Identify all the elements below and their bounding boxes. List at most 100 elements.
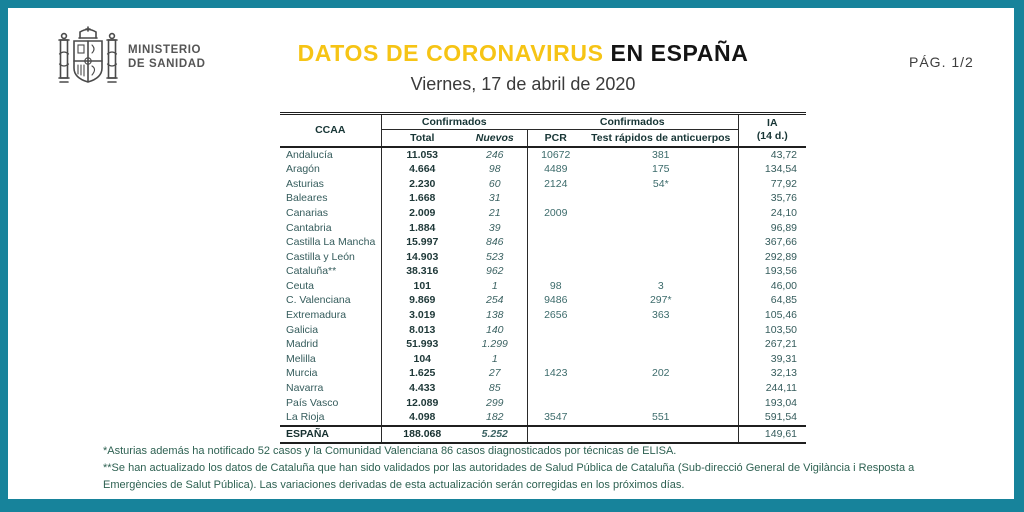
header-test-rapidos: Test rápidos de anticuerpos (584, 129, 739, 148)
total-row-total: 188.068 (381, 424, 463, 443)
ccaa-cell: Extremadura (280, 308, 382, 323)
table-row: Baleares 1.668 31 35,76 (280, 191, 807, 206)
ccaa-cell: Andalucía (280, 146, 382, 163)
pcr-cell: 3547 (526, 410, 585, 426)
table-row: Cataluña** 38.316 962 193,56 (280, 264, 807, 279)
table-row: Ceuta 101 1 98 3 46,00 (280, 278, 807, 294)
pcr-cell (526, 235, 585, 250)
header-pcr: PCR (526, 129, 585, 148)
ministry-logo: MINISTERIO DE SANIDAD (58, 24, 206, 90)
total-row-test (584, 424, 739, 443)
total-cell: 1.884 (409, 221, 436, 234)
pcr-cell: 2009 (526, 205, 585, 221)
test-cell (584, 381, 738, 396)
test-cell (584, 396, 738, 411)
header-confirmados-2: Confirmados (527, 113, 739, 130)
header-ia-line1: IA (767, 117, 778, 130)
nuevos-cell: 182 (485, 411, 504, 424)
nuevos-cell: 21 (488, 206, 501, 219)
ccaa-cell: Aragón (280, 162, 382, 177)
table-row: Castilla La Mancha 15.997 846 367,66 (280, 235, 807, 250)
table-row: Madrid 51.993 1.299 267,21 (280, 337, 807, 352)
total-cell: 4.433 (409, 382, 436, 395)
test-cell (584, 206, 738, 221)
total-row-nuevos: 5.252 (463, 424, 528, 443)
test-cell (584, 250, 738, 265)
pcr-cell: 4489 (526, 162, 585, 177)
nuevos-cell: 85 (488, 382, 501, 395)
nuevos-cell: 254 (485, 294, 504, 307)
pcr-cell: 98 (526, 278, 585, 294)
page-number: PÁG. 1/2 (909, 54, 974, 70)
ccaa-cell: Baleares (280, 191, 382, 206)
total-cell: 101 (413, 279, 432, 292)
total-cell: 15.997 (406, 236, 439, 249)
pcr-cell (526, 264, 585, 279)
ministry-line2: DE SANIDAD (128, 58, 206, 70)
ia-cell: 43,72 (737, 146, 807, 163)
pcr-cell: 9486 (526, 293, 585, 309)
ccaa-cell: C. Valenciana (280, 293, 382, 309)
total-cell: 38.316 (406, 265, 439, 278)
table-row: Galicia 8.013 140 103,50 (280, 322, 807, 338)
test-cell: 54* (652, 177, 669, 190)
table-header-sub-row: Total Nuevos PCR Test rápidos de anticue… (280, 129, 806, 148)
ia-cell: 292,89 (737, 249, 807, 265)
table-row: Melilla 104 1 39,31 (280, 351, 807, 367)
test-cell: 381 (652, 148, 670, 161)
test-cell (584, 235, 738, 250)
table-row: Navarra 4.433 85 244,11 (280, 381, 807, 396)
total-cell: 4.098 (409, 411, 436, 424)
ccaa-cell: País Vasco (280, 395, 382, 411)
data-table-wrapper: CCAA Confirmados Confirmados IA (14 d.) … (280, 112, 807, 444)
ministry-line1: MINISTERIO (128, 44, 202, 56)
nuevos-cell: 962 (485, 265, 504, 278)
nuevos-cell: 523 (485, 250, 504, 263)
pcr-cell (526, 381, 585, 396)
table-row: País Vasco 12.089 299 193,04 (280, 395, 807, 411)
pcr-cell (526, 337, 585, 352)
date-subtitle: Viernes, 17 de abril de 2020 (410, 74, 636, 94)
nuevos-cell: 1.299 (481, 338, 508, 351)
title-rest: EN ESPAÑA (610, 40, 749, 66)
title-block: DATOS DE CORONAVIRUS EN ESPAÑA Viernes, 1… (233, 40, 813, 95)
footnote-cataluna: **Se han actualizado los datos de Catalu… (103, 462, 915, 491)
ia-cell: 134,54 (737, 162, 807, 177)
table-row: Extremadura 3.019 138 2656 363 105,46 (280, 308, 807, 323)
pcr-cell: 10672 (526, 146, 585, 163)
table-row: Aragón 4.664 98 4489 175 134,54 (280, 162, 807, 177)
nuevos-cell: 1 (491, 352, 498, 365)
test-cell (584, 220, 738, 235)
test-cell: 551 (652, 411, 670, 424)
test-cell (584, 323, 738, 338)
ia-cell: 64,85 (737, 293, 807, 309)
ccaa-cell: Asturias (280, 176, 382, 192)
pcr-cell (526, 249, 585, 265)
nuevos-cell: 299 (485, 396, 504, 409)
covid-data-table: CCAA Confirmados Confirmados IA (14 d.) … (280, 112, 807, 444)
ia-cell: 39,31 (737, 351, 807, 367)
test-cell: 297* (649, 294, 672, 307)
pcr-cell (526, 395, 585, 411)
total-cell: 2.230 (409, 177, 436, 190)
table-row: La Rioja 4.098 182 3547 551 591,54 (280, 410, 807, 426)
header-ia-line2: (14 d.) (756, 130, 788, 143)
ccaa-cell: Cantabria (280, 220, 382, 236)
ia-cell: 193,04 (737, 395, 807, 411)
ccaa-cell: Melilla (280, 351, 382, 367)
total-cell: 3.019 (409, 309, 436, 322)
header-ia: IA (14 d.) (737, 113, 807, 148)
footnotes: *Asturias además ha notificado 52 casos … (103, 443, 921, 494)
total-cell: 9.869 (409, 294, 436, 307)
total-row: ESPAÑA 188.068 5.252 149,61 (280, 424, 807, 443)
pcr-cell (526, 191, 585, 206)
header-total: Total (381, 129, 463, 148)
spain-coat-of-arms-icon (58, 26, 118, 83)
nuevos-cell: 60 (488, 177, 501, 190)
ccaa-cell: Madrid (280, 337, 382, 352)
ia-cell: 267,21 (737, 337, 807, 352)
ministry-name: MINISTERIO DE SANIDAD (128, 43, 206, 71)
nuevos-cell: 846 (485, 236, 504, 249)
test-cell (584, 337, 738, 352)
